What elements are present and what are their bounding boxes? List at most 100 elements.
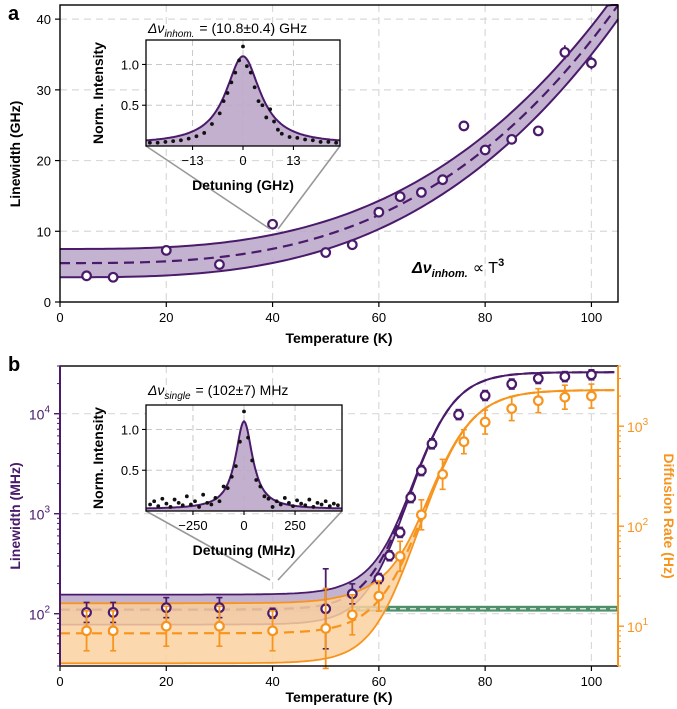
x-tick-label: 40 — [265, 310, 279, 325]
data-point — [506, 378, 518, 390]
data-point — [394, 191, 406, 203]
inset-data-point — [242, 409, 246, 414]
inset-data-point — [221, 484, 226, 489]
inset-data-point — [336, 503, 340, 508]
data-point — [586, 57, 597, 69]
inset-data-point — [233, 70, 238, 75]
inset-data-point — [168, 505, 173, 509]
data-point — [559, 371, 571, 383]
data-point — [586, 390, 597, 402]
inset-data-point — [282, 496, 287, 500]
x-tick-label: 40 — [265, 674, 279, 689]
panel-b-x-ticks: 0 20 40 60 80 100 — [56, 666, 602, 689]
panel-b-y2-ticks: 101 102 103 — [618, 365, 649, 667]
panel-b-y-label: Linewidth (MHz) — [7, 462, 23, 569]
data-point — [506, 133, 518, 145]
panel-b-inset: −250 0 250 0.5 1.0 Δνsingle = (102±7) MHz De… — [90, 382, 343, 581]
panel-a-data-points — [81, 45, 597, 283]
x-tick-label: 80 — [478, 310, 492, 325]
inset-data-point — [276, 127, 280, 132]
inset-data-point — [186, 136, 191, 141]
y2-tick-label: 102 — [627, 517, 649, 535]
inset-data-point — [184, 494, 189, 499]
data-point — [394, 527, 406, 538]
panel-a-y-label: Linewidth (GHz) — [7, 101, 23, 208]
y-tick-label: 10 — [37, 224, 51, 239]
data-point — [346, 609, 358, 621]
panel-a-label: a — [8, 3, 20, 25]
inset-data-point — [229, 474, 234, 479]
inset-data-point — [179, 138, 183, 143]
x-tick-label: 100 — [581, 674, 603, 689]
inset-a-x-ticks: −13 0 13 — [182, 146, 301, 168]
inset-data-point — [287, 500, 291, 505]
inset-a-y-label: Norm. Intensity — [90, 42, 106, 144]
inset-data-point — [326, 140, 331, 144]
inset-x-tick-label: 0 — [239, 153, 246, 168]
panel-a-fit-band — [59, 4, 619, 279]
y-tick-label: 20 — [37, 154, 51, 169]
panel-b-data-points — [81, 368, 597, 670]
x-tick-label: 60 — [372, 310, 386, 325]
data-point — [426, 438, 438, 450]
data-point — [479, 390, 491, 401]
inset-a-lorentzian — [145, 55, 341, 146]
panel-b: b 0 20 40 60 80 100 102 103 104 101 102 103 Tempe… — [7, 354, 677, 705]
panel-a-x-label: Temperature (K) — [285, 330, 392, 346]
annotation-subscript: inhom. — [432, 268, 468, 280]
inset-data-point — [327, 504, 332, 509]
inset-data-point — [152, 499, 157, 504]
x-tick-label: 0 — [56, 674, 63, 689]
panel-a-x-ticks: 0 20 40 60 80 100 — [56, 302, 602, 325]
inset-data-point — [295, 135, 300, 140]
data-point — [532, 125, 544, 137]
inset-data-point — [272, 119, 276, 124]
data-point — [107, 625, 119, 637]
inset-data-point — [201, 492, 206, 497]
y2-tick-label: 103 — [627, 417, 649, 435]
data-point — [160, 620, 172, 632]
fit-confidence-band — [60, 390, 615, 664]
inset-b-data-points — [148, 409, 340, 509]
inset-data-point — [156, 504, 161, 509]
inset-data-point — [315, 500, 320, 505]
x-tick-label: 80 — [478, 674, 492, 689]
inset-data-point — [311, 505, 316, 509]
inset-data-point — [303, 503, 308, 508]
data-point — [81, 270, 92, 282]
inset-data-point — [303, 137, 307, 142]
data-point — [267, 625, 278, 637]
data-point — [405, 492, 417, 503]
data-point — [394, 550, 406, 562]
data-point — [437, 468, 449, 480]
inset-data-point — [180, 503, 185, 508]
inset-b-y-ticks: 0.5 1.0 — [121, 422, 146, 478]
inset-data-point — [194, 134, 199, 139]
inset-y-tick-label: 1.0 — [121, 422, 139, 437]
inset-data-point — [163, 140, 168, 144]
inset-data-point — [270, 505, 275, 509]
inset-y-tick-label: 0.5 — [121, 98, 139, 113]
inset-a-pointer-left — [145, 145, 271, 230]
annotation-exponent: 3 — [498, 257, 504, 269]
inset-data-point — [225, 91, 230, 95]
inset-data-point — [155, 140, 160, 145]
inset-data-point — [213, 496, 218, 500]
inset-lorentzian-line — [146, 419, 342, 510]
inset-lorentzian-fill — [146, 421, 342, 511]
inset-data-point — [176, 500, 181, 505]
x-tick-label: 20 — [159, 310, 173, 325]
data-point — [415, 465, 427, 476]
inset-data-point — [299, 501, 304, 506]
inset-data-point — [189, 502, 193, 507]
inset-data-point — [171, 139, 176, 144]
inset-data-point — [250, 458, 255, 463]
panel-b-y-ticks: 102 103 104 — [29, 365, 60, 667]
inset-data-point — [193, 499, 197, 504]
inset-data-point — [241, 44, 245, 49]
inset-data-point — [291, 504, 295, 509]
inset-b-pointer-left — [145, 510, 271, 581]
inset-data-point — [319, 502, 324, 507]
inset-data-point — [147, 140, 152, 145]
